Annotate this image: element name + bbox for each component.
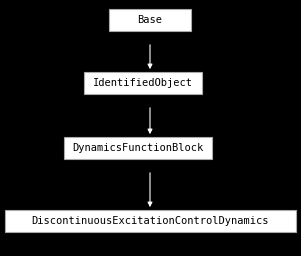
Text: DiscontinuousExcitationControlDynamics: DiscontinuousExcitationControlDynamics: [31, 216, 269, 226]
FancyBboxPatch shape: [84, 72, 202, 94]
FancyBboxPatch shape: [5, 210, 296, 232]
Text: IdentifiedObject: IdentifiedObject: [93, 78, 193, 88]
Text: DynamicsFunctionBlock: DynamicsFunctionBlock: [72, 143, 203, 153]
Text: Base: Base: [138, 15, 163, 25]
FancyBboxPatch shape: [109, 9, 191, 31]
FancyBboxPatch shape: [64, 137, 212, 159]
